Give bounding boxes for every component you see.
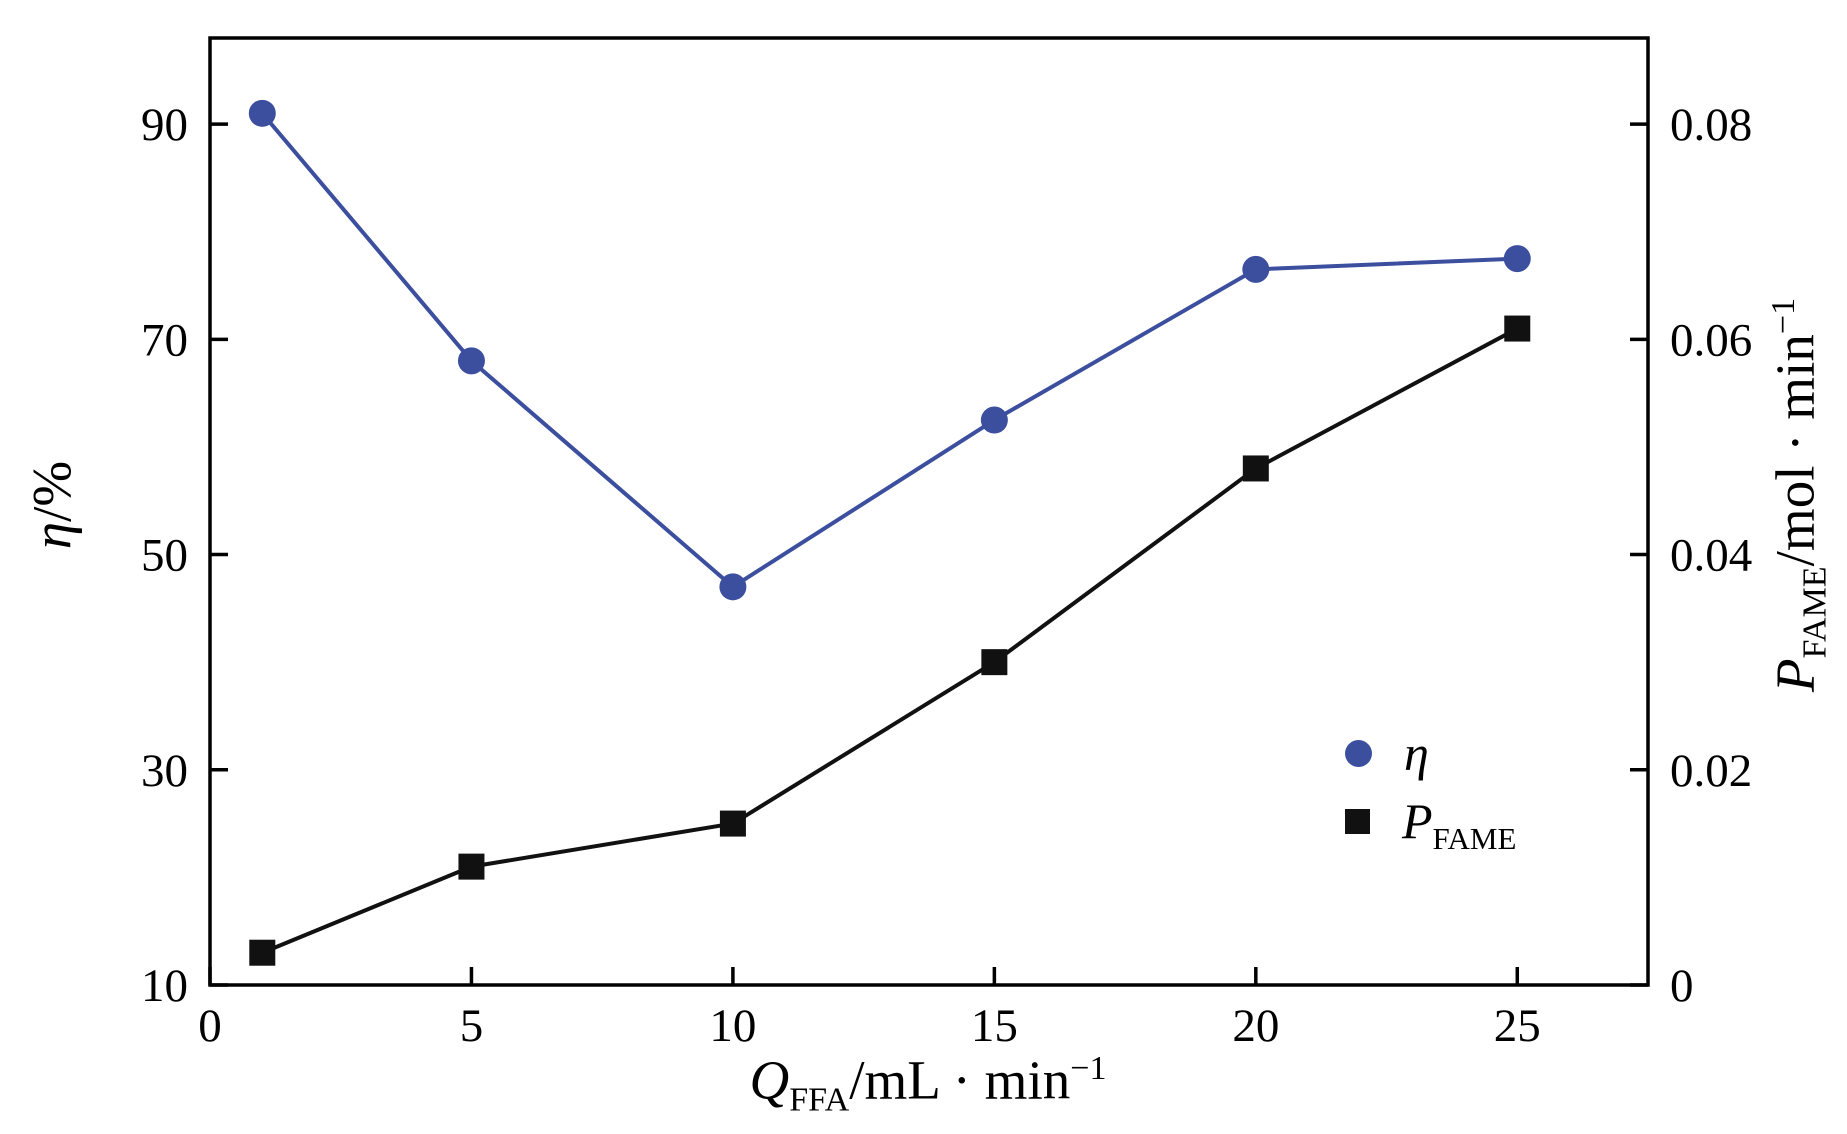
data-point-P_FAME xyxy=(1504,315,1531,342)
left-tick-label: 10 xyxy=(141,960,188,1012)
x-tick-label: 0 xyxy=(198,1000,222,1052)
x-tick-label: 20 xyxy=(1232,1000,1279,1052)
data-point-P_FAME xyxy=(1242,455,1269,482)
right-tick-label: 0.04 xyxy=(1670,530,1752,582)
series-line-eta xyxy=(260,112,1518,589)
right-tick-label: 0.08 xyxy=(1670,99,1752,151)
y-left-var: η xyxy=(21,521,83,550)
x-axis-title: QFFA/mL · min−1 xyxy=(749,1049,1107,1117)
left-tick-label: 50 xyxy=(141,530,188,582)
right-tick-label: 0.02 xyxy=(1670,745,1752,797)
data-point-eta xyxy=(1503,245,1531,273)
x-axis-sub: FFA xyxy=(789,1081,850,1119)
right-tick-label: 0 xyxy=(1670,960,1694,1012)
left-tick-label: 90 xyxy=(141,99,188,151)
legend-item-pfame: PFAME xyxy=(1345,793,1517,856)
plot-frame xyxy=(208,36,1650,987)
x-axis-var: Q xyxy=(749,1049,790,1111)
y-right-units: /mol · min xyxy=(1764,334,1826,567)
data-point-P_FAME xyxy=(458,853,485,880)
right-tick-label: 0.06 xyxy=(1670,314,1752,366)
data-point-eta xyxy=(248,99,276,127)
data-point-P_FAME xyxy=(719,810,746,837)
legend-eta-label: η xyxy=(1404,725,1429,781)
legend-pfame-label: PFAME xyxy=(1402,793,1517,856)
data-point-P_FAME xyxy=(249,939,276,966)
y-right-var: P xyxy=(1764,658,1826,693)
x-axis-sup: −1 xyxy=(1070,1050,1107,1088)
data-point-eta xyxy=(457,347,485,375)
y-right-sup: −1 xyxy=(1765,297,1803,335)
data-point-P_FAME xyxy=(981,649,1008,676)
x-axis-units: /mL · min xyxy=(849,1049,1071,1111)
pfame-square-marker-icon xyxy=(1345,808,1370,834)
y-right-axis-title: PFAME/mol · min−1 xyxy=(1764,297,1834,693)
left-tick-label: 70 xyxy=(141,314,188,366)
legend: η PFAME xyxy=(1345,728,1517,856)
y-right-sub: FAME xyxy=(1796,566,1834,659)
y-left-axis-title: η/% xyxy=(21,460,83,550)
eta-circle-marker-icon xyxy=(1345,739,1372,767)
x-tick-label: 25 xyxy=(1494,1000,1541,1052)
left-tick-label: 30 xyxy=(141,745,188,797)
x-tick-label: 10 xyxy=(709,1000,756,1052)
data-point-eta xyxy=(1242,255,1270,283)
data-point-eta xyxy=(980,406,1008,434)
x-tick-label: 5 xyxy=(460,1000,484,1052)
data-point-eta xyxy=(719,573,747,601)
y-left-units: /% xyxy=(21,460,83,522)
legend-item-eta: η xyxy=(1345,728,1516,778)
x-tick-label: 15 xyxy=(971,1000,1018,1052)
series-line-P_FAME xyxy=(261,326,1519,955)
